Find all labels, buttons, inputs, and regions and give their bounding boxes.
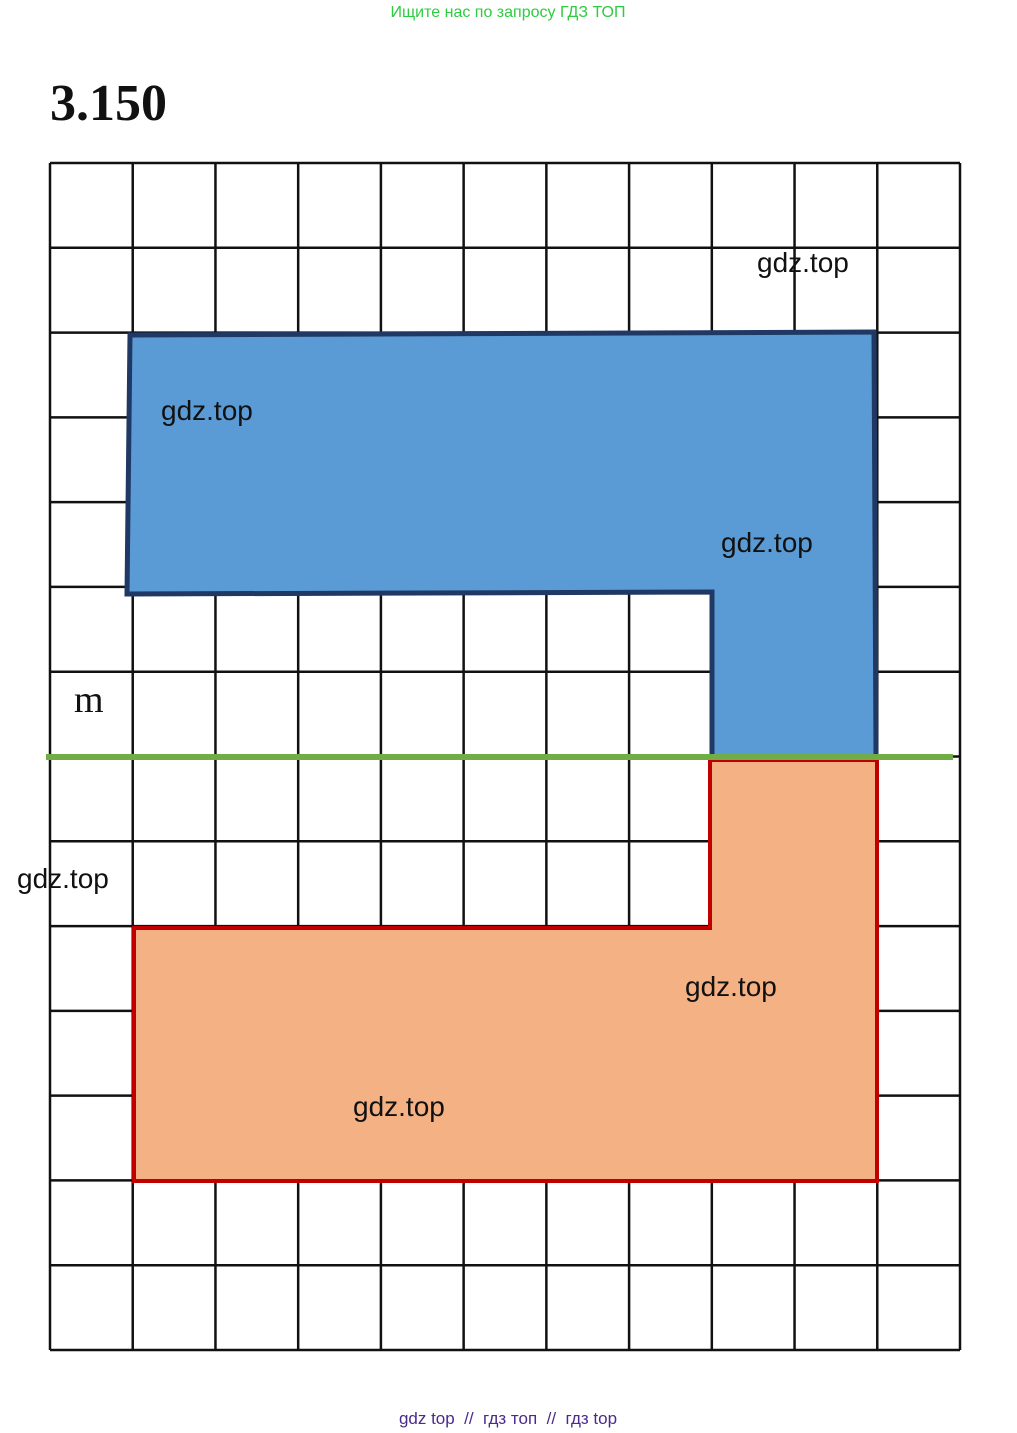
watermark: gdz.top (353, 1091, 445, 1122)
problem-number: 3.150 (50, 75, 167, 132)
watermark: gdz.top (685, 971, 777, 1002)
watermark: gdz.top (721, 527, 813, 558)
footer: gdz top // гдз топ // гдз top (399, 1409, 617, 1428)
watermark: gdz.top (17, 863, 109, 894)
watermark: gdz.top (757, 247, 849, 278)
line-label: m (74, 679, 104, 721)
banner: Ищите нас по запросу ГДЗ ТОП (391, 4, 626, 21)
watermark: gdz.top (161, 395, 253, 426)
